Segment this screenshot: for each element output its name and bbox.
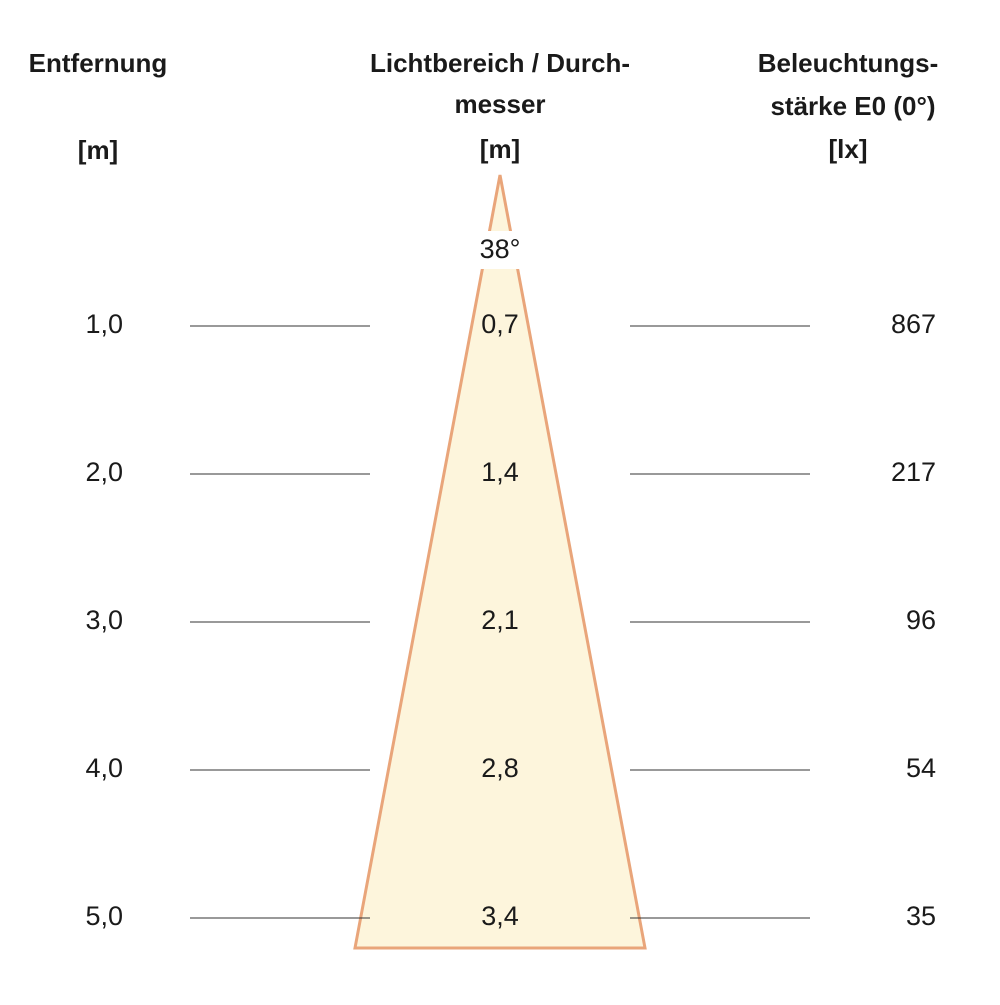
header-illuminance: Beleuchtungs- — [758, 48, 939, 78]
distance-value: 4,0 — [85, 753, 123, 783]
distance-value: 5,0 — [85, 901, 123, 931]
light-cone — [353, 174, 647, 950]
header-distance: Entfernung — [29, 48, 168, 78]
distance-value: 1,0 — [85, 309, 123, 339]
header-illuminance: stärke E0 (0°) — [770, 91, 935, 121]
distance-value: 2,0 — [85, 457, 123, 487]
diameter-value: 1,4 — [481, 457, 519, 487]
diameter-value: 2,8 — [481, 753, 519, 783]
angle-background — [466, 231, 534, 269]
diameter-value: 0,7 — [481, 309, 519, 339]
illuminance-value: 867 — [891, 309, 936, 339]
header-diameter: messer — [454, 89, 545, 119]
diameter-value: 2,1 — [481, 605, 519, 635]
distance-value: 3,0 — [85, 605, 123, 635]
illuminance-value: 96 — [906, 605, 936, 635]
illuminance-value: 35 — [906, 901, 936, 931]
diameter-value: 3,4 — [481, 901, 519, 931]
illuminance-value: 54 — [906, 753, 936, 783]
header-diameter-unit: [m] — [480, 134, 520, 164]
header-diameter: Lichtbereich / Durch- — [370, 48, 630, 78]
beam-angle: 38° — [480, 234, 521, 264]
header-distance-unit: [m] — [78, 135, 118, 165]
illuminance-value: 217 — [891, 457, 936, 487]
header-illuminance-unit: [lx] — [829, 134, 868, 164]
